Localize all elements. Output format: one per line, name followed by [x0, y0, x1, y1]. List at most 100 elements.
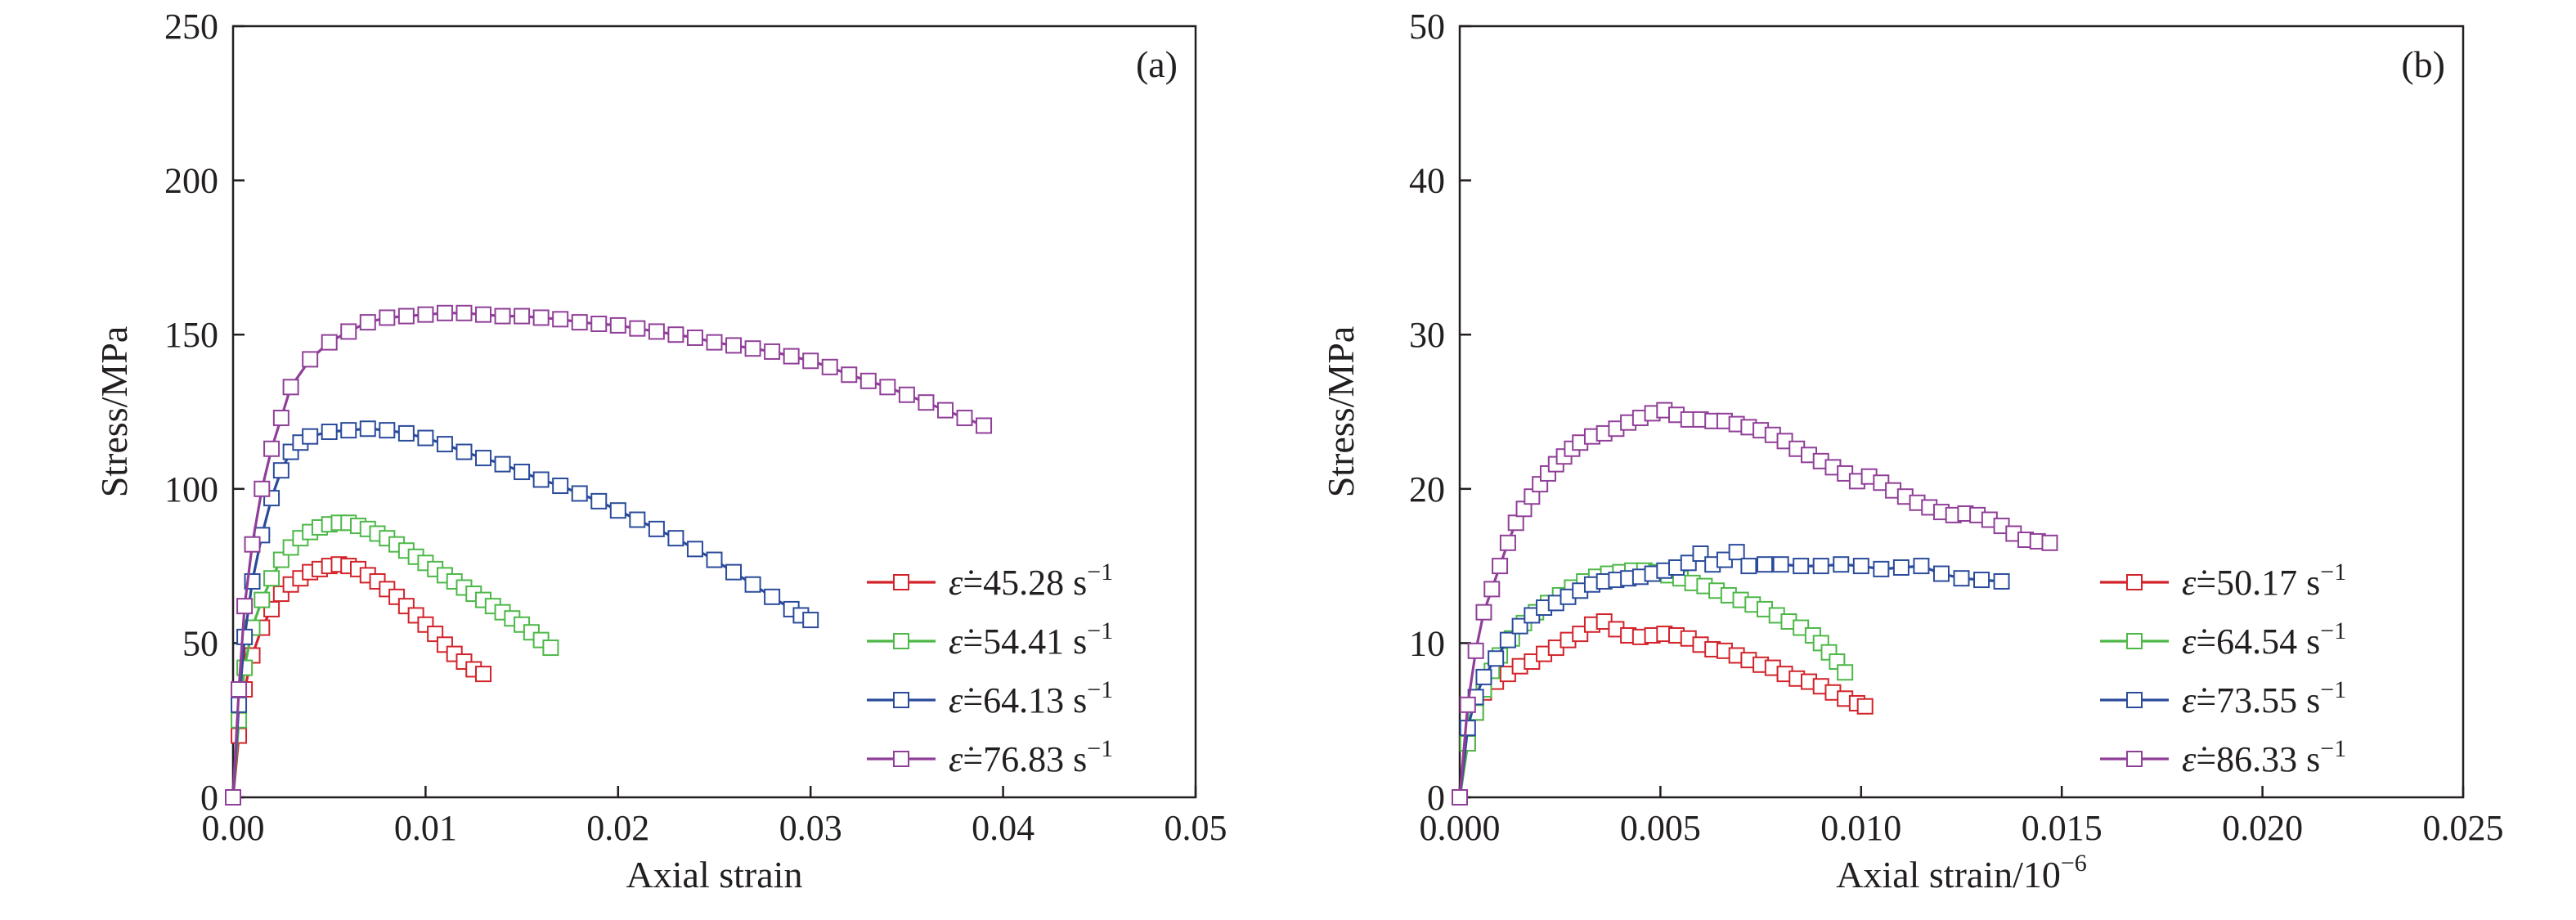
data-point: [1812, 558, 1829, 575]
data-point: [1772, 556, 1789, 573]
legend-exponent: −1: [1087, 559, 1113, 586]
data-point: [764, 343, 781, 360]
x-tick-label: 0.00: [202, 808, 265, 848]
data-point: [236, 598, 254, 615]
data-point: [272, 410, 289, 427]
x-axis-label-text: Axial strain/10: [1836, 854, 2061, 895]
legend-exponent: −1: [1087, 735, 1113, 762]
x-tick-label: 0.025: [2423, 808, 2504, 848]
legend-marker: [2126, 692, 2143, 708]
y-tick-label: 0: [1427, 778, 1445, 818]
series-3: [225, 304, 993, 806]
plot-frame: [231, 25, 1197, 799]
legend-marker: [893, 574, 909, 590]
data-point: [552, 311, 569, 328]
x-tick-label: 0.05: [1165, 808, 1227, 848]
data-point: [686, 541, 703, 558]
data-point: [571, 314, 588, 331]
legend-label: ε̇=45.28 s−1: [949, 559, 1113, 603]
data-point: [976, 417, 993, 434]
legend-entry: ε̇=45.28 s−1: [867, 559, 1113, 603]
data-point: [1499, 534, 1516, 551]
data-point: [254, 480, 271, 497]
data-point: [1953, 570, 1970, 587]
data-point: [571, 485, 588, 502]
series-2: [1452, 544, 2010, 806]
plot-frame: [1458, 25, 2465, 799]
data-point: [2041, 534, 2058, 551]
legend-marker: [893, 692, 909, 708]
series-2: [225, 420, 819, 806]
x-axis-label-text: Axial strain: [626, 854, 803, 895]
panel-a: 0.00 0.01 0.02 0.03 0.04 0.05 0 50 100 150 200 250 A…: [93, 7, 1227, 895]
series-line: [1458, 569, 1847, 798]
x-tick-label: 0.020: [2222, 808, 2303, 848]
data-point: [302, 351, 319, 368]
series-line: [1458, 620, 1866, 798]
data-point: [706, 551, 723, 568]
data-point: [514, 464, 531, 481]
data-point: [725, 337, 743, 354]
y-tick-label: 50: [1409, 7, 1445, 47]
data-point: [340, 422, 357, 439]
legend-entry: ε̇=73.55 s−1: [2100, 676, 2346, 720]
data-point: [821, 358, 838, 375]
data-point: [417, 306, 434, 323]
panel-label: (a): [1136, 43, 1178, 85]
legend-marker: [893, 751, 909, 767]
data-point: [841, 366, 858, 384]
data-point: [1452, 789, 1468, 806]
x-axis-label: Axial strain: [626, 854, 803, 895]
data-point: [686, 329, 703, 346]
legend-label: ε̇=54.41 s−1: [949, 617, 1113, 662]
legend-value: =64.13 s: [963, 680, 1087, 720]
data-point: [1757, 556, 1774, 573]
data-point: [532, 309, 550, 326]
data-point: [1475, 604, 1492, 621]
data-point: [263, 440, 280, 457]
data-point: [1993, 572, 2010, 590]
data-point: [898, 386, 915, 403]
data-point: [936, 402, 954, 419]
data-point: [1507, 514, 1524, 532]
data-point: [629, 320, 646, 337]
legend-value: =54.41 s: [963, 622, 1087, 662]
data-point: [629, 511, 646, 528]
data-point: [231, 680, 248, 698]
data-point: [321, 334, 338, 351]
x-tick-label: 0.000: [1420, 808, 1501, 848]
data-point: [494, 456, 511, 473]
x-tick-label: 0.03: [779, 808, 842, 848]
data-point: [706, 334, 723, 351]
data-point: [918, 394, 935, 411]
legend-label: ε̇=64.54 s−1: [2182, 617, 2346, 662]
data-point: [236, 628, 254, 645]
data-point: [1572, 626, 1589, 643]
legend-value: =64.54 s: [2196, 622, 2320, 662]
legend-marker: [2126, 574, 2143, 590]
legend-entry: ε̇=76.83 s−1: [867, 735, 1113, 779]
legend-marker: [2126, 633, 2143, 649]
data-point: [802, 612, 819, 629]
data-point: [475, 666, 492, 683]
data-point: [1932, 565, 1950, 582]
data-point: [667, 326, 684, 343]
legend-exponent: −1: [2320, 559, 2346, 586]
legend-value: =50.17 s: [2196, 563, 2320, 603]
y-tick-label: 30: [1409, 315, 1445, 355]
panel-label: (b): [2401, 43, 2445, 85]
legend-label: ε̇=50.17 s−1: [2182, 559, 2346, 603]
panel-b: 0.000 0.005 0.010 0.015 0.020 0.025 0 10 20 30 40 5…: [1320, 7, 2504, 895]
data-point: [667, 530, 684, 547]
data-point: [725, 563, 743, 581]
y-tick-label: 50: [182, 623, 218, 663]
data-point: [1852, 558, 1869, 575]
x-tick-label: 0.005: [1620, 808, 1701, 848]
legend-value: =86.33 s: [2196, 739, 2320, 779]
data-point: [475, 306, 492, 323]
y-tick-label: 10: [1409, 623, 1445, 663]
data-point: [1873, 560, 1890, 577]
data-point: [514, 307, 531, 325]
x-axis-label: Axial strain/10−6: [1836, 850, 2087, 895]
